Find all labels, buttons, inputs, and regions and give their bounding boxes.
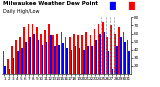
Bar	[81, 35, 83, 82]
Bar	[46, 42, 47, 82]
Bar	[52, 35, 54, 82]
Bar	[62, 43, 64, 82]
Bar	[124, 42, 126, 82]
Bar	[89, 35, 91, 82]
Bar	[123, 32, 124, 82]
Bar	[7, 59, 9, 82]
Bar	[61, 32, 62, 82]
Text: Daily High/Low: Daily High/Low	[3, 9, 40, 14]
Bar	[98, 24, 99, 82]
Bar	[37, 40, 39, 82]
Bar	[102, 22, 104, 82]
Text: █: █	[128, 1, 134, 10]
Bar	[73, 34, 75, 82]
Bar	[91, 46, 93, 82]
Bar	[77, 35, 79, 82]
Bar	[95, 40, 97, 82]
Bar	[99, 34, 101, 82]
Bar	[19, 37, 21, 82]
Bar	[56, 34, 58, 82]
Bar	[71, 50, 72, 82]
Bar	[11, 46, 13, 82]
Bar	[24, 27, 25, 82]
Bar	[50, 35, 52, 82]
Bar	[116, 46, 118, 82]
Bar	[58, 45, 60, 82]
Bar	[15, 40, 17, 82]
Bar	[108, 51, 109, 82]
Bar	[94, 29, 95, 82]
Bar	[83, 50, 85, 82]
Bar	[66, 48, 68, 82]
Bar	[40, 34, 42, 82]
Bar	[36, 27, 37, 82]
Bar	[106, 37, 108, 82]
Bar	[114, 34, 116, 82]
Bar	[33, 34, 35, 82]
Bar	[13, 58, 14, 82]
Bar	[127, 40, 128, 82]
Bar	[87, 46, 89, 82]
Bar	[21, 48, 23, 82]
Bar	[85, 32, 87, 82]
Bar	[48, 24, 50, 82]
Bar	[104, 32, 105, 82]
Bar	[65, 37, 66, 82]
Text: █: █	[109, 1, 115, 10]
Bar	[4, 66, 6, 82]
Bar	[32, 24, 33, 82]
Bar	[3, 51, 4, 82]
Bar	[75, 46, 76, 82]
Bar	[17, 51, 19, 82]
Text: Milwaukee Weather Dew Point: Milwaukee Weather Dew Point	[3, 1, 98, 6]
Bar	[128, 51, 130, 82]
Bar	[9, 69, 10, 82]
Bar	[69, 37, 71, 82]
Bar	[120, 37, 122, 82]
Bar	[54, 46, 56, 82]
Bar	[112, 69, 113, 82]
Bar	[118, 27, 120, 82]
Bar	[44, 30, 46, 82]
Bar	[28, 24, 29, 82]
Bar	[29, 37, 31, 82]
Bar	[79, 48, 80, 82]
Bar	[42, 45, 43, 82]
Bar	[25, 42, 27, 82]
Bar	[110, 25, 112, 82]
